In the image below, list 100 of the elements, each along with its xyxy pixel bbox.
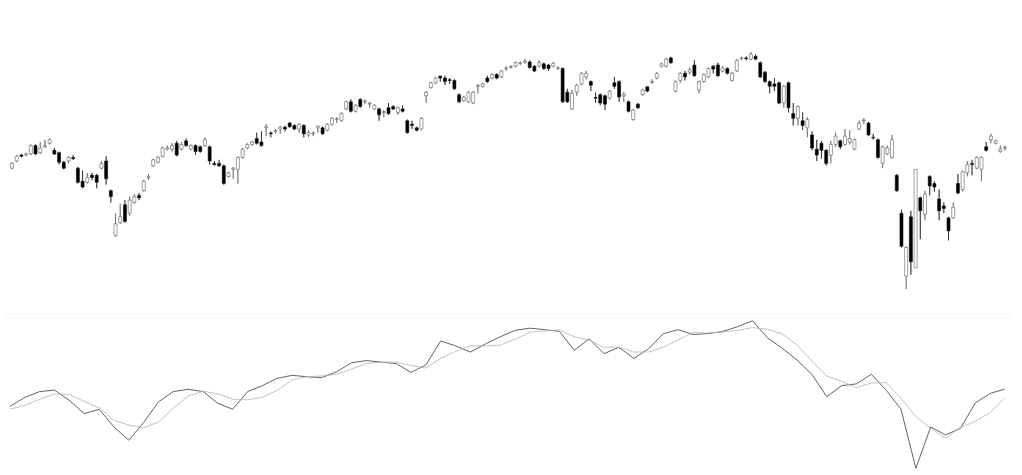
candlestick xyxy=(866,121,871,137)
candlestick xyxy=(532,64,537,73)
candlestick xyxy=(43,139,47,149)
candlestick xyxy=(951,202,956,220)
candlestick xyxy=(363,99,367,105)
candlestick xyxy=(118,203,123,225)
candlestick xyxy=(800,112,805,131)
candlestick xyxy=(589,80,593,92)
candlestick xyxy=(645,86,650,93)
candlestick xyxy=(894,173,899,193)
candlestick xyxy=(899,209,904,248)
candlestick xyxy=(297,122,301,133)
candlestick xyxy=(513,61,518,68)
candlestick xyxy=(622,92,626,103)
candlestick xyxy=(189,144,193,151)
candlestick xyxy=(739,56,744,61)
candlestick xyxy=(876,138,880,159)
candlestick xyxy=(405,119,410,135)
candlestick xyxy=(278,125,283,135)
candlestick xyxy=(730,71,734,82)
candlestick xyxy=(706,67,711,79)
candlestick xyxy=(113,212,118,238)
candlestick xyxy=(104,156,108,185)
candlestick xyxy=(979,156,984,182)
candlestick xyxy=(786,81,791,113)
candlestick xyxy=(367,101,372,108)
candlestick xyxy=(640,88,645,97)
candlestick xyxy=(871,133,876,140)
candlestick xyxy=(579,71,584,86)
candlestick xyxy=(259,131,264,148)
candlestick xyxy=(174,140,179,157)
candlestick xyxy=(372,103,377,111)
candlestick xyxy=(650,78,654,85)
candlestick xyxy=(749,51,753,61)
candlestick xyxy=(607,89,612,100)
candlestick xyxy=(433,76,438,85)
candlestick xyxy=(744,55,748,61)
candlestick xyxy=(636,102,640,110)
candlestick xyxy=(94,173,99,189)
candlestick xyxy=(904,246,908,290)
candlestick xyxy=(546,63,551,72)
candlestick xyxy=(245,142,250,150)
candlestick xyxy=(302,124,306,138)
candlestick xyxy=(796,105,800,126)
candlestick xyxy=(946,216,951,241)
candlestick xyxy=(80,170,85,189)
candlestick xyxy=(19,153,24,158)
candlestick xyxy=(753,54,758,61)
candlestick xyxy=(71,154,75,161)
candlestick xyxy=(353,103,358,113)
candlestick xyxy=(146,173,151,181)
candlestick xyxy=(438,75,443,82)
candlestick xyxy=(810,131,814,151)
candlestick xyxy=(179,141,184,151)
candlestick xyxy=(320,126,325,136)
candlestick xyxy=(499,69,504,79)
candlestick xyxy=(349,99,353,113)
candlestick xyxy=(466,90,471,104)
candlestick xyxy=(38,141,43,155)
candlestick xyxy=(339,112,344,123)
candlestick xyxy=(574,83,579,97)
candlestick xyxy=(109,189,113,203)
candlestick xyxy=(673,80,678,93)
candlestick xyxy=(141,179,146,193)
candlestick xyxy=(344,100,348,111)
candlestick xyxy=(160,146,165,158)
candlestick xyxy=(805,116,810,138)
candlestick xyxy=(47,138,52,145)
candlestick xyxy=(720,65,725,73)
candlestick xyxy=(358,97,363,108)
candlestick xyxy=(998,145,1003,153)
candlestick xyxy=(551,61,555,68)
candlestick xyxy=(570,89,574,111)
candlestick xyxy=(85,172,90,184)
candlestick xyxy=(226,171,231,178)
candlestick xyxy=(485,75,490,84)
candlestick xyxy=(33,144,38,156)
candlestick xyxy=(414,126,419,132)
candlestick xyxy=(678,71,683,84)
candlestick xyxy=(857,120,861,131)
candlestick xyxy=(687,67,692,75)
candlestick xyxy=(631,108,635,122)
candlestick xyxy=(556,65,560,71)
candlestick xyxy=(269,131,273,138)
candlestick xyxy=(956,173,960,195)
candlestick xyxy=(918,196,923,240)
candlestick xyxy=(626,100,631,113)
candlestick xyxy=(457,93,461,104)
candlestick xyxy=(203,137,207,148)
candlestick xyxy=(791,102,796,126)
candlestick xyxy=(396,106,400,116)
candlestick xyxy=(14,154,19,163)
candlestick xyxy=(273,128,278,135)
candlestick xyxy=(184,138,188,148)
candlestick xyxy=(838,139,843,150)
candlestick xyxy=(654,71,659,80)
candlestick xyxy=(494,73,499,80)
candlestick xyxy=(212,160,217,167)
candlestick xyxy=(452,78,457,91)
candlestick xyxy=(490,73,494,80)
